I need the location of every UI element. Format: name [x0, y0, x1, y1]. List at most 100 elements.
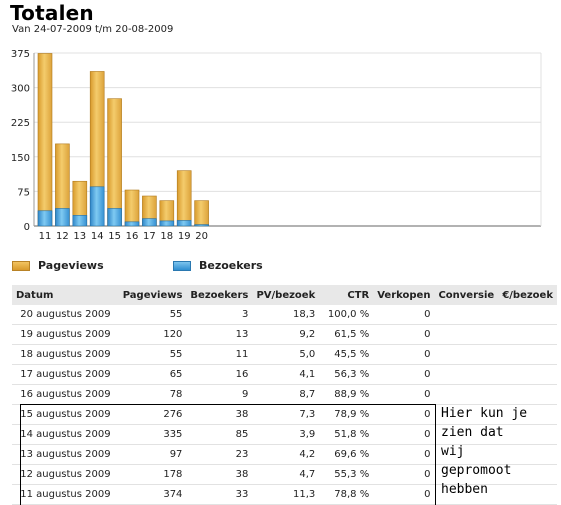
cell-pv-bezoek: 8,7 — [252, 384, 320, 405]
x-tick-label: 19 — [178, 231, 191, 242]
table-header-row: Datum Pageviews Bezoekers PV/bezoek CTR … — [12, 285, 557, 305]
cell-ctr: 100,0 % — [319, 305, 374, 325]
cell-euro-bezoek — [498, 364, 557, 385]
pageviews-bar — [107, 98, 122, 227]
cell-euro-bezoek — [498, 344, 557, 365]
totals-bar-chart: 0 75 150 225 300 375 11 12 13 14 15 16 17 18 19 20 — [11, 49, 542, 242]
cell-pv-bezoek: 4,1 — [252, 364, 320, 385]
table-row: 11 augustus 2009 374 33 11,3 78,8 % 0 — [12, 484, 557, 505]
cell-conversie — [434, 324, 499, 345]
cell-datum: 16 augustus 2009 — [12, 384, 119, 405]
cell-euro-bezoek — [498, 464, 557, 485]
annotation-line: wij — [441, 444, 465, 459]
cell-euro-bezoek — [498, 324, 557, 345]
cell-datum: 14 augustus 2009 — [12, 424, 119, 445]
bezoekers-bar — [107, 208, 122, 227]
col-header-ctr[interactable]: CTR — [319, 285, 374, 305]
cell-pageviews: 276 — [118, 404, 187, 425]
cell-bezoekers: 38 — [186, 404, 253, 425]
table-row: 15 augustus 2009 276 38 7,3 78,9 % 0 — [12, 404, 557, 425]
legend-bezoekers-label: Bezoekers — [199, 259, 263, 272]
legend-bezoekers: Bezoekers — [173, 259, 263, 272]
cell-bezoekers: 38 — [186, 464, 253, 485]
x-tick-label: 15 — [108, 231, 121, 242]
highlight-box — [20, 404, 436, 505]
cell-pageviews: 178 — [118, 464, 187, 485]
cell-bezoekers: 16 — [186, 364, 253, 385]
cell-conversie — [434, 384, 499, 405]
bezoekers-bar — [159, 220, 175, 227]
bezoekers-bar — [176, 220, 192, 227]
cell-datum: 19 augustus 2009 — [12, 324, 119, 345]
cell-ctr: 69,6 % — [319, 444, 374, 465]
cell-bezoekers: 13 — [186, 324, 253, 345]
cell-pv-bezoek: 4,7 — [252, 464, 320, 485]
cell-pv-bezoek: 7,3 — [252, 404, 320, 425]
bezoekers-bar — [124, 221, 140, 227]
cell-datum: 12 augustus 2009 — [12, 464, 119, 485]
cell-ctr: 56,3 % — [319, 364, 374, 385]
col-header-pageviews[interactable]: Pageviews — [118, 285, 187, 305]
cell-conversie — [434, 305, 499, 325]
annotation-line: gepromoot — [441, 463, 512, 478]
cell-datum: 13 augustus 2009 — [12, 444, 119, 465]
table-row: 17 augustus 2009 65 16 4,1 56,3 % 0 — [12, 364, 557, 385]
col-header-verkopen[interactable]: Verkopen — [373, 285, 435, 305]
x-tick-label: 17 — [143, 231, 156, 242]
cell-euro-bezoek — [498, 424, 557, 445]
x-tick-label: 11 — [39, 231, 52, 242]
cell-bezoekers: 11 — [186, 344, 253, 365]
cell-euro-bezoek — [498, 444, 557, 465]
col-header-bezoekers[interactable]: Bezoekers — [186, 285, 253, 305]
table-row: 19 augustus 2009 120 13 9,2 61,5 % 0 — [12, 324, 557, 345]
cell-conversie — [434, 444, 499, 465]
date-range: Van 24-07-2009 t/m 20-08-2009 — [12, 24, 174, 35]
cell-pv-bezoek: 5,0 — [252, 344, 320, 365]
table-row: 12 augustus 2009 178 38 4,7 55,3 % 0 — [12, 464, 557, 485]
cell-verkopen: 0 — [373, 364, 435, 385]
bezoekers-bar — [89, 186, 105, 227]
cell-datum: 20 augustus 2009 — [12, 305, 119, 325]
bezoekers-bar — [55, 208, 70, 227]
cell-verkopen: 0 — [373, 305, 435, 325]
legend-pageviews-label: Pageviews — [38, 259, 104, 272]
cell-verkopen: 0 — [373, 424, 435, 445]
cell-pageviews: 55 — [118, 305, 187, 325]
cell-conversie — [434, 424, 499, 445]
bezoekers-swatch — [173, 260, 191, 271]
annotation-line: hebben — [441, 482, 488, 497]
cell-datum: 18 augustus 2009 — [12, 344, 119, 365]
cell-pv-bezoek: 3,9 — [252, 424, 320, 445]
annotation-line: zien dat — [441, 425, 504, 440]
cell-ctr: 55,3 % — [319, 464, 374, 485]
x-tick-label: 13 — [73, 231, 86, 242]
col-header-datum[interactable]: Datum — [12, 285, 119, 305]
cell-bezoekers: 3 — [186, 305, 253, 325]
table-row: 16 augustus 2009 78 9 8,7 88,9 % 0 — [12, 384, 557, 405]
pageviews-bar — [176, 170, 192, 227]
cell-bezoekers: 9 — [186, 384, 253, 405]
col-header-pv-bezoek[interactable]: PV/bezoek — [252, 285, 320, 305]
cell-conversie — [434, 344, 499, 365]
cell-euro-bezoek — [498, 305, 557, 325]
x-tick-label: 18 — [160, 231, 173, 242]
cell-pageviews: 97 — [118, 444, 187, 465]
cell-ctr: 61,5 % — [319, 324, 374, 345]
bezoekers-bar — [72, 215, 88, 227]
cell-verkopen: 0 — [373, 464, 435, 485]
col-header-euro-bezoek[interactable]: €/bezoek — [498, 285, 557, 305]
bezoekers-bar — [142, 218, 157, 227]
annotation-line: Hier kun je — [441, 406, 528, 421]
table-row: 20 augustus 2009 55 3 18,3 100,0 % 0 — [12, 305, 557, 325]
y-tick-label: 0 — [24, 222, 30, 233]
cell-pv-bezoek: 9,2 — [252, 324, 320, 345]
cell-bezoekers: 85 — [186, 424, 253, 445]
annotation-note: Hier kun je zien dat wij gepromoot hebbe… — [441, 404, 559, 499]
pageviews-swatch — [12, 260, 30, 271]
x-tick-label: 16 — [126, 231, 139, 242]
bezoekers-bar — [194, 224, 209, 227]
table-row: 18 augustus 2009 55 11 5,0 45,5 % 0 — [12, 344, 557, 365]
col-header-conversie[interactable]: Conversie — [434, 285, 499, 305]
cell-ctr: 45,5 % — [319, 344, 374, 365]
cell-ctr: 88,9 % — [319, 384, 374, 405]
